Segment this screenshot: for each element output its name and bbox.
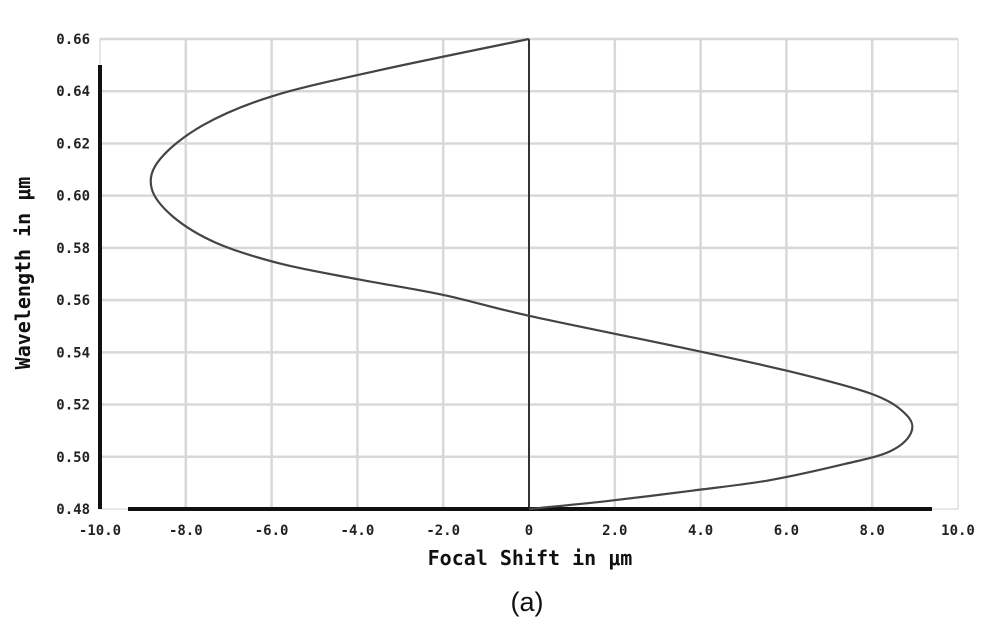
x-tick-label: 4.0 xyxy=(688,523,713,539)
x-tick-label: -4.0 xyxy=(341,523,375,539)
figure-caption: (a) xyxy=(511,587,544,617)
x-tick-label: -2.0 xyxy=(426,523,460,539)
y-tick-label: 0.58 xyxy=(56,241,90,257)
x-tick-label: 10.0 xyxy=(941,523,975,539)
tick-labels: -10.0 -8.0 -6.0 -4.0 -2.0 0 2.0 4.0 6.0 8.0 10.0 0.… xyxy=(56,32,975,539)
y-tick-label: 0.52 xyxy=(56,398,90,414)
y-tick-label: 0.56 xyxy=(56,293,90,309)
x-tick-label: 0 xyxy=(525,523,533,539)
series-layer xyxy=(149,37,914,511)
series-line-0 xyxy=(149,37,914,511)
y-tick-label: 0.60 xyxy=(56,189,90,205)
x-tick-label: -8.0 xyxy=(169,523,203,539)
y-axis-title: Wavelength in μm xyxy=(11,177,35,370)
y-tick-label: 0.54 xyxy=(56,345,90,361)
y-tick-label: 0.66 xyxy=(56,32,90,48)
y-tick-label: 0.48 xyxy=(56,502,90,518)
y-tick-label: 0.62 xyxy=(56,136,90,152)
x-tick-label: 6.0 xyxy=(774,523,799,539)
x-tick-label: 8.0 xyxy=(860,523,885,539)
x-axis-title: Focal Shift in μm xyxy=(428,546,633,570)
y-tick-label: 0.64 xyxy=(56,84,90,100)
x-tick-label: -6.0 xyxy=(255,523,289,539)
x-tick-label: 2.0 xyxy=(602,523,627,539)
x-tick-label: -10.0 xyxy=(79,523,121,539)
y-tick-label: 0.50 xyxy=(56,450,90,466)
